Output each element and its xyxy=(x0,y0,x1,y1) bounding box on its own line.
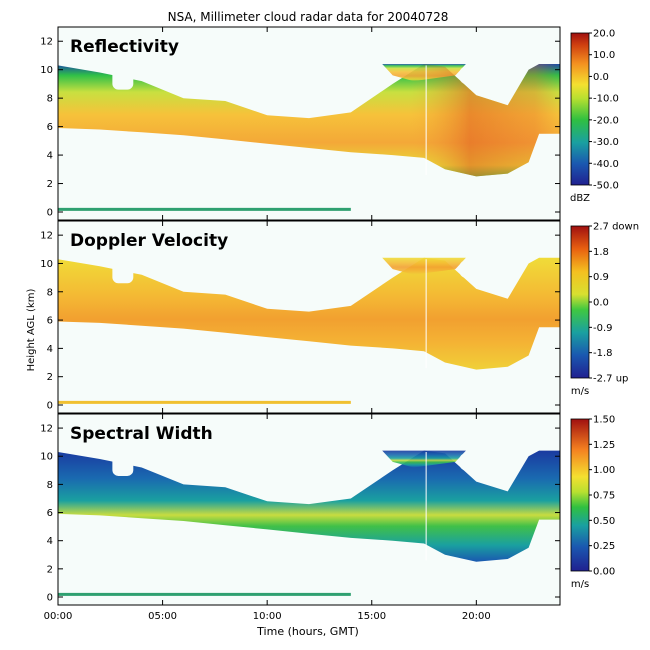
y-tick-label: 2 xyxy=(47,564,53,575)
clear-gap xyxy=(459,260,514,278)
colorbar-label: -1.8 xyxy=(593,348,613,359)
colorbar-label: -30.0 xyxy=(593,137,619,148)
y-tick-label: 12 xyxy=(40,37,53,48)
y-tick-label: 12 xyxy=(40,424,53,435)
clear-gap xyxy=(112,453,134,476)
y-tick-label: 4 xyxy=(47,344,53,355)
cloud-echo xyxy=(58,450,560,562)
colorbar-label: 0.0 xyxy=(593,72,609,83)
y-tick-label: 6 xyxy=(47,122,53,133)
y-tick-label: 0 xyxy=(47,593,53,604)
clear-gap xyxy=(340,453,364,488)
plot-frame xyxy=(57,413,561,606)
y-tick-label: 10 xyxy=(40,259,53,270)
colorbar-label: -10.0 xyxy=(593,94,619,105)
y-tick-label: 4 xyxy=(47,151,53,162)
clear-gap xyxy=(340,66,364,101)
colorbar-label: -0.9 xyxy=(593,323,613,334)
y-tick-label: 0 xyxy=(47,401,53,412)
cloud-echo xyxy=(58,257,560,370)
plot-frame xyxy=(57,220,561,414)
colorbar-label: 10.0 xyxy=(593,50,615,61)
colorbar-label: 0.00 xyxy=(593,567,615,578)
y-tick-label: 10 xyxy=(40,452,53,463)
panel-1: 0 2 4 6 8 10 12 Doppler Velocity xyxy=(40,220,561,414)
colorbar-label: 0.9 xyxy=(593,272,609,283)
colorbar-label: 2.7 down xyxy=(593,222,639,233)
y-axis-label: Height AGL (km) xyxy=(26,289,37,372)
y-tick-label: 8 xyxy=(47,94,53,105)
colorbar-unit: m/s xyxy=(571,386,589,397)
y-tick-label: 6 xyxy=(47,316,53,327)
colorbar-label: 1.50 xyxy=(593,415,615,426)
clear-gap xyxy=(340,260,364,295)
colorbar-label: 1.8 xyxy=(593,247,609,258)
x-tick-label: 05:00 xyxy=(148,611,177,622)
ground-clutter xyxy=(58,207,351,211)
upper-cloud-layer xyxy=(382,257,466,275)
colorbar-label: -2.7 up xyxy=(593,374,628,385)
y-tick-label: 8 xyxy=(47,287,53,298)
colorbar-label: 20.0 xyxy=(593,29,615,40)
x-axis-label: Time (hours, GMT) xyxy=(256,625,359,638)
y-tick-label: 2 xyxy=(47,179,53,190)
colorbar-unit: dBZ xyxy=(570,193,590,204)
y-tick-label: 8 xyxy=(47,480,53,491)
colorbar-gradient xyxy=(570,225,590,379)
upper-cloud-layer xyxy=(382,450,466,468)
y-tick-label: 12 xyxy=(40,231,53,242)
ground-clutter xyxy=(58,400,351,404)
colorbar-label: -40.0 xyxy=(593,159,619,170)
clear-gap xyxy=(459,453,514,471)
colorbar-label: 1.25 xyxy=(593,440,615,451)
colorbar-unit: m/s xyxy=(571,579,589,590)
colorbar-gradient xyxy=(570,32,590,186)
clear-gap xyxy=(112,260,134,284)
colorbar-label: 1.00 xyxy=(593,465,615,476)
panel-title: Doppler Velocity xyxy=(70,231,228,251)
colorbar-label: -20.0 xyxy=(593,115,619,126)
intense-core xyxy=(58,64,560,177)
colorbar-gradient xyxy=(570,418,590,572)
y-tick-label: 6 xyxy=(47,508,53,519)
colorbar-2: 1.50 1.25 1.00 0.75 0.50 0.25 0.00 m/s xyxy=(570,415,615,590)
y-tick-label: 4 xyxy=(47,536,53,547)
x-tick-label: 10:00 xyxy=(253,611,282,622)
y-tick-label: 2 xyxy=(47,372,53,383)
colorbar-label: 0.50 xyxy=(593,516,615,527)
panel-2: 0 2 4 6 8 10 12 00:00 05:00 10:00 15:00 20:00 Spectr… xyxy=(40,413,561,622)
ground-clutter xyxy=(58,592,351,596)
x-tick-label: 15:00 xyxy=(357,611,386,622)
panel-title: Spectral Width xyxy=(70,424,213,444)
colorbar-label: 0.75 xyxy=(593,491,615,502)
colorbar-1: 2.7 down 1.8 0.9 0.0 -0.9 -1.8 -2.7 up m/s xyxy=(570,222,639,397)
colorbar-label: -50.0 xyxy=(593,181,619,192)
x-tick-label: 00:00 xyxy=(44,611,73,622)
figure-title: NSA, Millimeter cloud radar data for 200… xyxy=(168,10,449,24)
x-tick-label: 20:00 xyxy=(462,611,491,622)
panel-title: Reflectivity xyxy=(70,37,179,57)
y-tick-label: 10 xyxy=(40,65,53,76)
colorbar-label: 0.25 xyxy=(593,541,615,552)
colorbar-label: 0.0 xyxy=(593,298,609,309)
panel-0: 0 2 4 6 8 10 12 Reflectivity xyxy=(40,26,561,221)
clear-gap xyxy=(459,66,514,84)
y-tick-label: 0 xyxy=(47,208,53,219)
plot-frame xyxy=(57,26,561,221)
